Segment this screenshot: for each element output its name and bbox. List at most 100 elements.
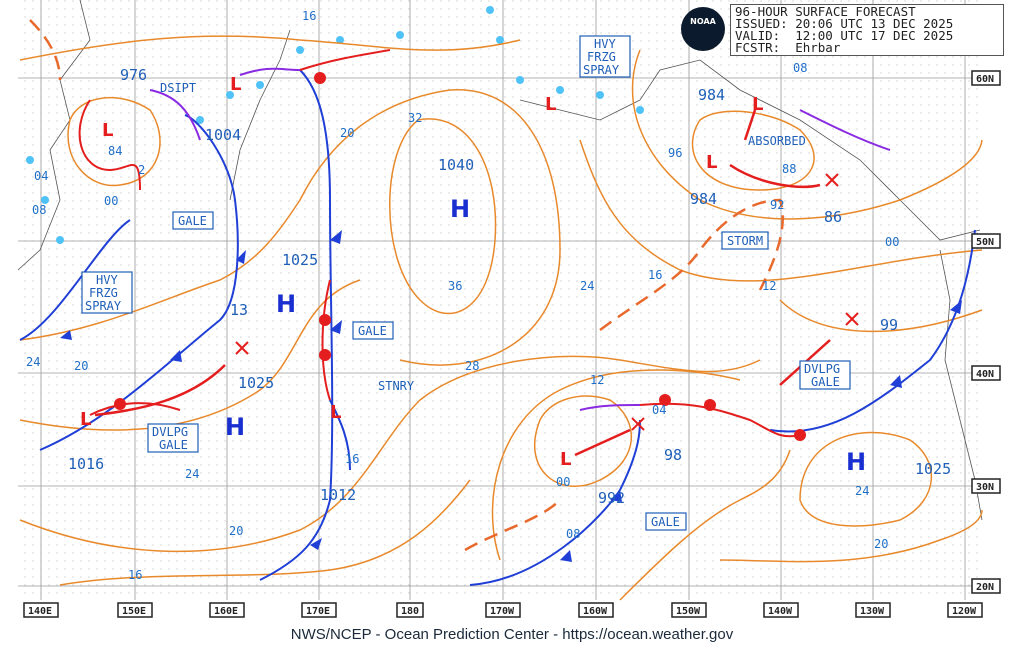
pressure-label: 1025	[915, 460, 951, 478]
lon-label: 140E	[23, 602, 59, 618]
isobar-label: 16	[345, 452, 359, 466]
lon-label: 170W	[485, 602, 521, 618]
isobar-label: 20	[229, 524, 243, 538]
svg-text:GALE: GALE	[651, 515, 680, 529]
isobar-label: 84	[108, 144, 122, 158]
isobar-label: 16	[128, 568, 142, 582]
isobar-label: 92	[770, 198, 784, 212]
isobar-label: 00	[104, 194, 118, 208]
svg-text:120W: 120W	[952, 606, 977, 617]
isobar-label: 88	[782, 162, 796, 176]
warm-front	[639, 402, 801, 438]
pressure-label: 99	[880, 316, 898, 334]
svg-text:GALE: GALE	[811, 375, 840, 389]
gale-warning: GALE	[352, 321, 394, 340]
issued-time: ISSUED: 20:06 UTC 13 DEC 2025	[735, 16, 954, 31]
svg-text:150E: 150E	[122, 606, 146, 617]
cold-front	[469, 419, 641, 586]
occluded-front	[799, 109, 891, 151]
warm-front	[321, 279, 331, 401]
lon-label: 130W	[855, 602, 891, 618]
low-center: L	[706, 152, 717, 173]
isobar-label: 24	[185, 467, 199, 481]
absorbed-label: ABSORBED	[748, 134, 806, 148]
svg-text:20N: 20N	[976, 582, 994, 593]
lon-label: 120W	[947, 602, 983, 618]
isobar-label: 28	[465, 359, 479, 373]
lon-label: 140W	[763, 602, 799, 618]
longitude-axis: 140E 150E 160E 170E 180 170W 160W 150W 1…	[23, 602, 983, 618]
svg-text:GALE: GALE	[358, 324, 387, 338]
latitude-axis: 60N 50N 40N 30N 20N	[971, 70, 1001, 594]
svg-text:140W: 140W	[768, 606, 793, 617]
svg-text:160E: 160E	[214, 606, 238, 617]
warm-front	[89, 402, 181, 416]
svg-text:SPRAY: SPRAY	[583, 63, 620, 77]
isobar-label: 16	[648, 268, 662, 282]
gale-warning: GALE	[645, 512, 687, 531]
isobar-label: 20	[340, 126, 354, 140]
pressure-label: 976	[120, 66, 147, 84]
fronts	[19, 49, 976, 586]
isobar-label: 00	[556, 475, 570, 489]
pressure-label: 1004	[205, 126, 241, 144]
svg-text:HVY: HVY	[594, 37, 616, 51]
low-center: L	[545, 94, 556, 115]
svg-text:180: 180	[401, 606, 419, 617]
dissipating-label: DSIPT	[160, 81, 196, 95]
isobar-values: 16 32 20 36 28 24 12 16 24 08 00 04 88 9…	[26, 9, 899, 582]
pressure-label: 1025	[238, 374, 274, 392]
lat-label: 20N	[971, 578, 1001, 594]
cold-front	[769, 229, 976, 433]
high-center: H	[276, 290, 296, 318]
lon-label: 150E	[117, 602, 153, 618]
svg-text:160W: 160W	[583, 606, 608, 617]
isobar-label: 08	[32, 203, 46, 217]
svg-text:GALE: GALE	[178, 214, 207, 228]
isobar-label: 12	[762, 279, 776, 293]
svg-text:30N: 30N	[976, 482, 994, 493]
pressure-label: 1040	[438, 156, 474, 174]
svg-text:170W: 170W	[490, 606, 515, 617]
lon-label: 160E	[209, 602, 245, 618]
pressure-label: 992	[598, 489, 625, 507]
isobar-label: 08	[793, 61, 807, 75]
lon-label: 150W	[671, 602, 707, 618]
lon-label: 180	[396, 602, 424, 618]
low-centers: L L L L L L L L	[80, 74, 763, 470]
isobar-label: 2	[138, 163, 145, 177]
central-pressures: 976 1004 1040 1025 13 1025 1016 1012 984…	[68, 66, 951, 507]
svg-text:140E: 140E	[28, 606, 52, 617]
pressure-label: 98	[664, 446, 682, 464]
isobar-label: 32	[408, 111, 422, 125]
storm-warning: STORM	[721, 231, 769, 250]
pressure-label: 1012	[320, 486, 356, 504]
svg-text:HVY: HVY	[96, 273, 118, 287]
lat-label: 40N	[971, 365, 1001, 381]
surface-forecast-map: L L L L L L L L H H H H 976 1004 1040 10…	[17, 0, 1001, 618]
lon-label: 160W	[578, 602, 614, 618]
valid-time: VALID: 12:00 UTC 17 DEC 2025	[735, 28, 954, 43]
lat-lon-grid	[18, 0, 982, 600]
warm-front	[78, 99, 141, 191]
pressure-label: 984	[698, 86, 725, 104]
svg-text:GALE: GALE	[159, 438, 188, 452]
isobar-label: 24	[26, 355, 40, 369]
cold-front	[329, 399, 351, 471]
isobar-label: 04	[652, 403, 666, 417]
cold-front	[19, 219, 131, 341]
warm-front	[299, 49, 391, 71]
high-center: H	[225, 413, 245, 441]
isobar-label: 00	[885, 235, 899, 249]
lat-label: 60N	[971, 70, 1001, 86]
high-center: H	[450, 195, 470, 223]
low-center: L	[80, 409, 91, 430]
svg-text:DVLPG: DVLPG	[804, 362, 840, 376]
pressure-label: 1016	[68, 455, 104, 473]
svg-text:FRZG: FRZG	[89, 286, 118, 300]
isobar-label: 08	[566, 527, 580, 541]
isobars	[19, 19, 983, 601]
lat-label: 50N	[971, 233, 1001, 249]
